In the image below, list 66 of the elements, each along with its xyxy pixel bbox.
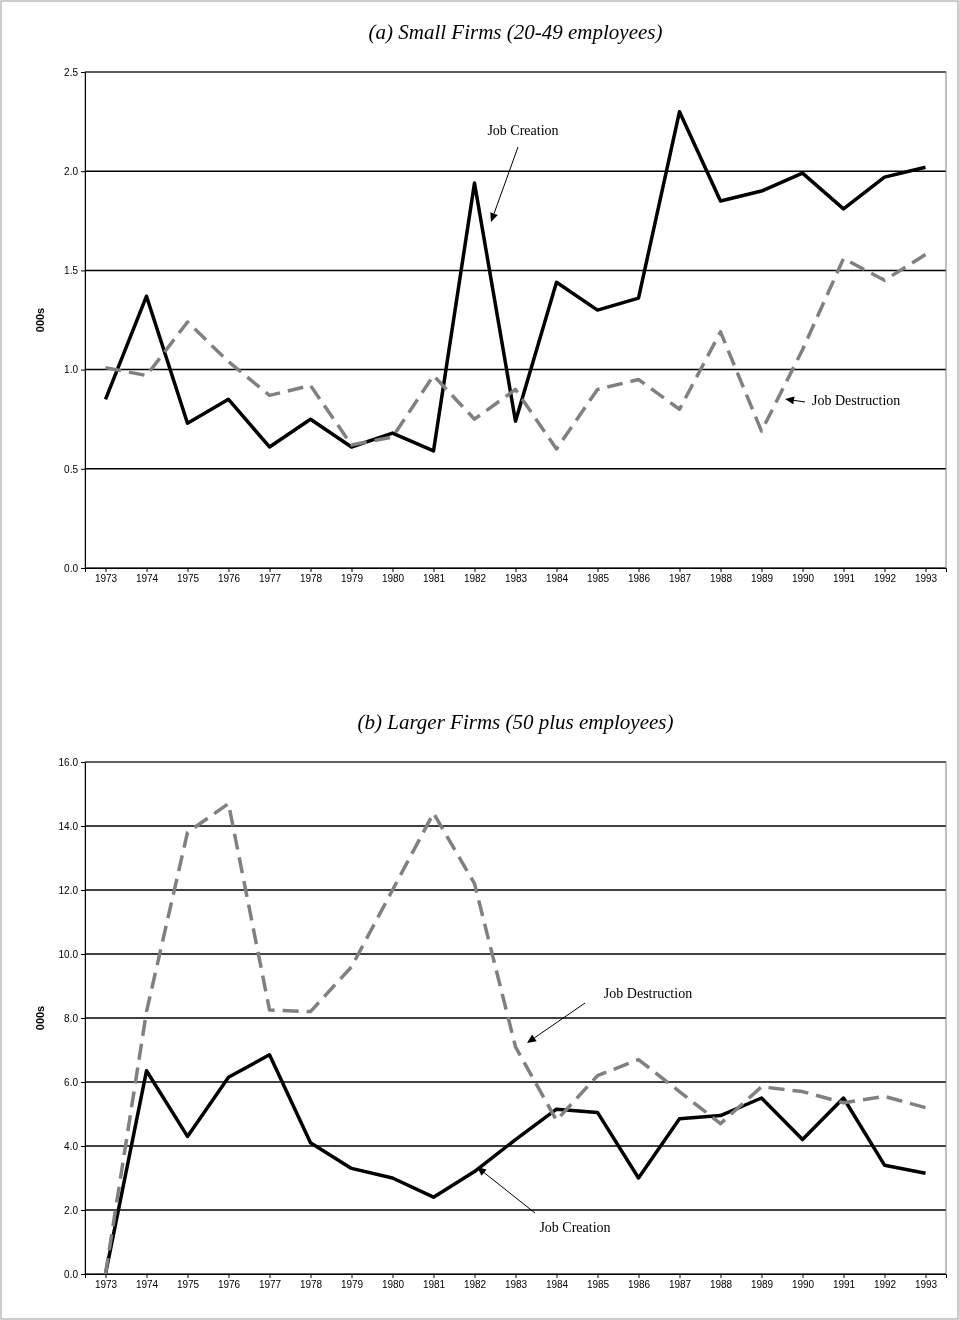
y-tick-label: 0.5 xyxy=(64,463,79,475)
x-tick-label: 1982 xyxy=(463,573,487,585)
y-tick-label: 0.0 xyxy=(64,1268,79,1280)
line-series xyxy=(103,252,928,451)
annotation: Job Creation xyxy=(487,123,559,138)
x-tick-label: 1989 xyxy=(750,1279,774,1291)
x-tick-label: 1976 xyxy=(217,1279,241,1291)
x-tick-label: 1983 xyxy=(504,1279,528,1291)
x-tick-label: 1978 xyxy=(299,573,323,585)
y-tick-label: 2.0 xyxy=(64,1204,79,1216)
chart-title: (a) Small Firms (20-49 employees) xyxy=(368,20,663,44)
x-tick-label: 1993 xyxy=(914,573,938,585)
x-tick-label: 1987 xyxy=(668,1279,692,1291)
x-tick-label: 1973 xyxy=(94,1279,118,1291)
x-tick-label: 1977 xyxy=(258,573,282,585)
x-tick-label: 1980 xyxy=(381,573,405,585)
x-tick-label: 1985 xyxy=(586,573,610,585)
x-tick-label: 1980 xyxy=(381,1279,405,1291)
y-tick-label: 14.0 xyxy=(58,820,79,832)
y-tick-label: 1.0 xyxy=(64,364,79,376)
x-tick-label: 1984 xyxy=(545,573,569,585)
y-tick-label: 0.0 xyxy=(64,562,79,574)
y-tick-label: 8.0 xyxy=(64,1012,79,1024)
x-tick-label: 1988 xyxy=(709,1279,733,1291)
x-tick-label: 1985 xyxy=(586,1279,610,1291)
x-tick-label: 1987 xyxy=(668,573,692,585)
x-tick-label: 1975 xyxy=(176,573,200,585)
x-tick-label: 1982 xyxy=(463,1279,487,1291)
x-tick-label: 1992 xyxy=(873,1279,897,1291)
y-tick-label: 1.5 xyxy=(64,265,79,277)
x-tick-label: 1986 xyxy=(627,1279,651,1291)
x-tick-label: 1977 xyxy=(258,1279,282,1291)
y-axis-title: 000s xyxy=(34,1005,46,1031)
annotation: Job Destruction xyxy=(812,393,901,408)
x-tick-label: 1978 xyxy=(299,1279,323,1291)
x-tick-label: 1981 xyxy=(422,573,446,585)
x-tick-label: 1993 xyxy=(914,1279,938,1291)
x-tick-label: 1992 xyxy=(873,573,897,585)
y-tick-label: 10.0 xyxy=(58,948,79,960)
x-tick-label: 1975 xyxy=(176,1279,200,1291)
y-axis-title: 000s xyxy=(34,307,46,333)
x-tick-label: 1973 xyxy=(94,573,118,585)
x-tick-label: 1991 xyxy=(832,573,856,585)
x-tick-label: 1979 xyxy=(340,573,364,585)
y-tick-label: 16.0 xyxy=(58,756,79,768)
x-tick-label: 1979 xyxy=(340,1279,364,1291)
y-tick-label: 4.0 xyxy=(64,1140,79,1152)
x-tick-label: 1974 xyxy=(135,1279,159,1291)
annotation: Job Destruction xyxy=(603,986,693,1001)
x-tick-label: 1984 xyxy=(545,1279,569,1291)
x-tick-label: 1974 xyxy=(135,573,159,585)
x-tick-label: 1990 xyxy=(791,573,815,585)
x-tick-label: 1990 xyxy=(791,1279,815,1291)
y-tick-label: 2.0 xyxy=(64,165,79,177)
x-tick-label: 1988 xyxy=(709,573,733,585)
x-tick-label: 1989 xyxy=(750,573,774,585)
annotation: Job Creation xyxy=(539,1220,611,1235)
x-tick-label: 1976 xyxy=(217,573,241,585)
x-tick-label: 1991 xyxy=(832,1279,856,1291)
x-tick-label: 1983 xyxy=(504,573,528,585)
y-tick-label: 2.5 xyxy=(64,66,79,78)
chart-title: (b) Larger Firms (50 plus employees) xyxy=(357,710,674,734)
y-tick-label: 12.0 xyxy=(58,884,79,896)
y-tick-label: 6.0 xyxy=(64,1076,79,1088)
x-tick-label: 1986 xyxy=(627,573,651,585)
x-tick-label: 1981 xyxy=(422,1279,446,1291)
